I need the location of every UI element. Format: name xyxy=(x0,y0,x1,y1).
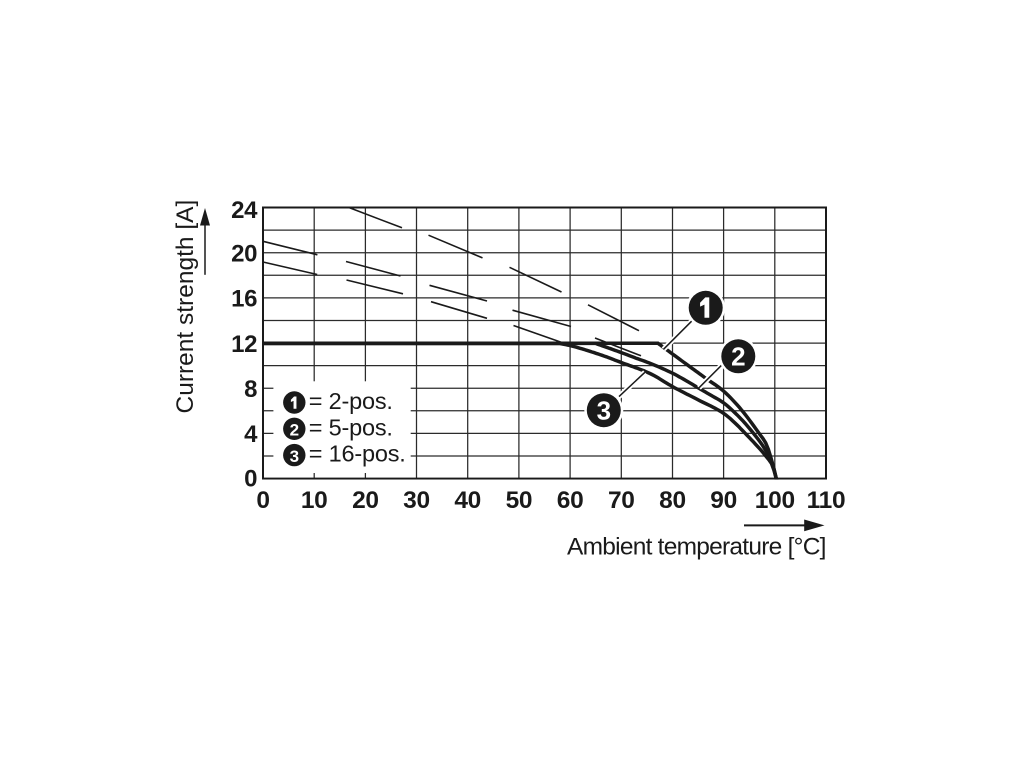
svg-text:3: 3 xyxy=(597,396,611,426)
svg-text:110: 110 xyxy=(807,487,846,514)
svg-text:40: 40 xyxy=(454,487,481,514)
svg-text:Ambient temperature [°C]: Ambient temperature [°C] xyxy=(567,533,826,560)
svg-text:2: 2 xyxy=(290,421,299,440)
svg-text:70: 70 xyxy=(608,487,635,514)
svg-text:12: 12 xyxy=(231,331,257,358)
svg-text:= 16-pos.: = 16-pos. xyxy=(309,441,406,467)
svg-text:16: 16 xyxy=(231,286,257,313)
svg-text:0: 0 xyxy=(244,465,257,492)
svg-text:= 2-pos.: = 2-pos. xyxy=(309,388,393,414)
svg-text:= 5-pos.: = 5-pos. xyxy=(309,414,393,440)
svg-text:20: 20 xyxy=(352,487,379,514)
svg-text:Current strength [A]: Current strength [A] xyxy=(172,200,199,414)
svg-text:20: 20 xyxy=(231,240,257,267)
svg-text:80: 80 xyxy=(659,487,686,514)
svg-text:30: 30 xyxy=(403,487,430,514)
svg-text:50: 50 xyxy=(506,487,533,514)
svg-text:2: 2 xyxy=(731,342,745,372)
svg-text:8: 8 xyxy=(244,376,257,403)
svg-text:24: 24 xyxy=(231,197,258,224)
svg-text:3: 3 xyxy=(290,447,299,466)
svg-text:10: 10 xyxy=(301,487,328,514)
svg-text:100: 100 xyxy=(755,487,795,514)
svg-text:60: 60 xyxy=(557,487,584,514)
svg-text:0: 0 xyxy=(256,487,269,514)
svg-text:4: 4 xyxy=(244,421,258,448)
svg-text:90: 90 xyxy=(710,487,737,514)
